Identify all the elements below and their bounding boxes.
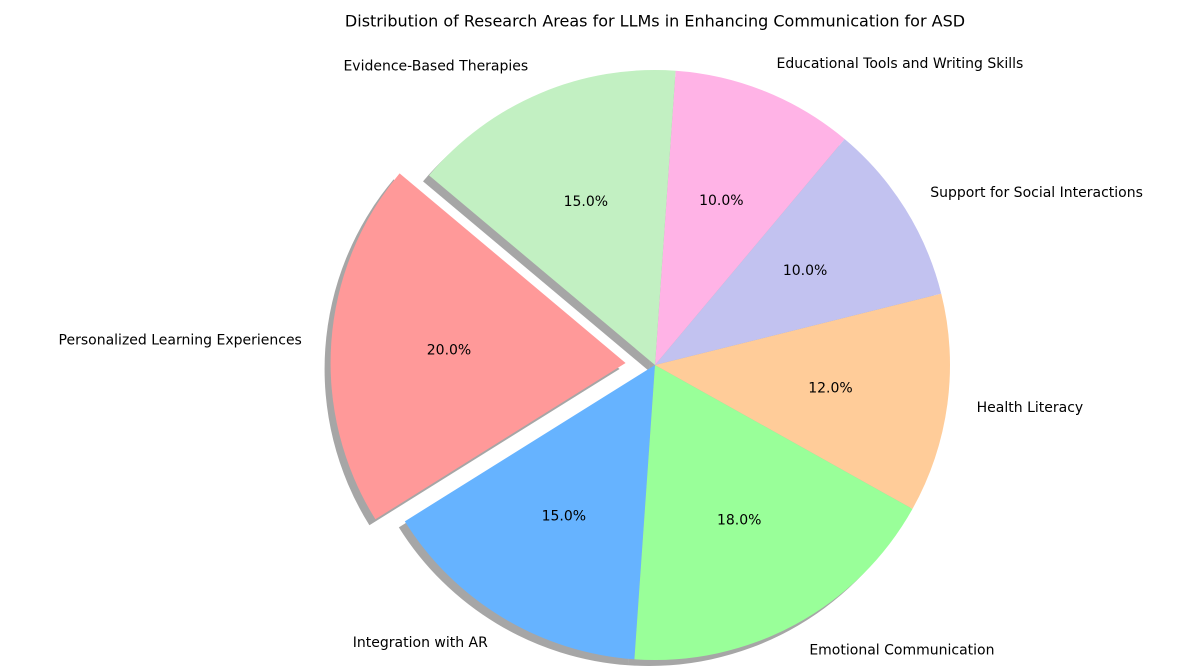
value-label: 15.0% (564, 194, 608, 210)
value-label: 10.0% (783, 263, 827, 279)
wedge (655, 70, 845, 366)
value-label: 18.0% (717, 513, 761, 529)
wedge (655, 139, 942, 365)
chart-title: Distribution of Research Areas for LLMs … (345, 12, 965, 31)
slice-label: Evidence-Based Therapies (343, 58, 528, 74)
wedge (429, 69, 676, 365)
wedge (404, 365, 655, 660)
slice-label: Personalized Learning Experiences (59, 332, 302, 348)
slice-label: Emotional Communication (809, 642, 994, 658)
value-label: 12.0% (808, 380, 852, 396)
wedge (634, 365, 913, 660)
slice-label: Support for Social Interactions (930, 185, 1143, 201)
slice-label: Educational Tools and Writing Skills (777, 56, 1024, 72)
wedge (330, 173, 626, 520)
slice-label: Health Literacy (977, 400, 1084, 416)
wedge (655, 293, 950, 509)
value-label: 20.0% (427, 343, 471, 359)
value-label: 10.0% (699, 193, 743, 209)
slice-label: Integration with AR (353, 635, 488, 651)
value-label: 15.0% (542, 509, 586, 525)
